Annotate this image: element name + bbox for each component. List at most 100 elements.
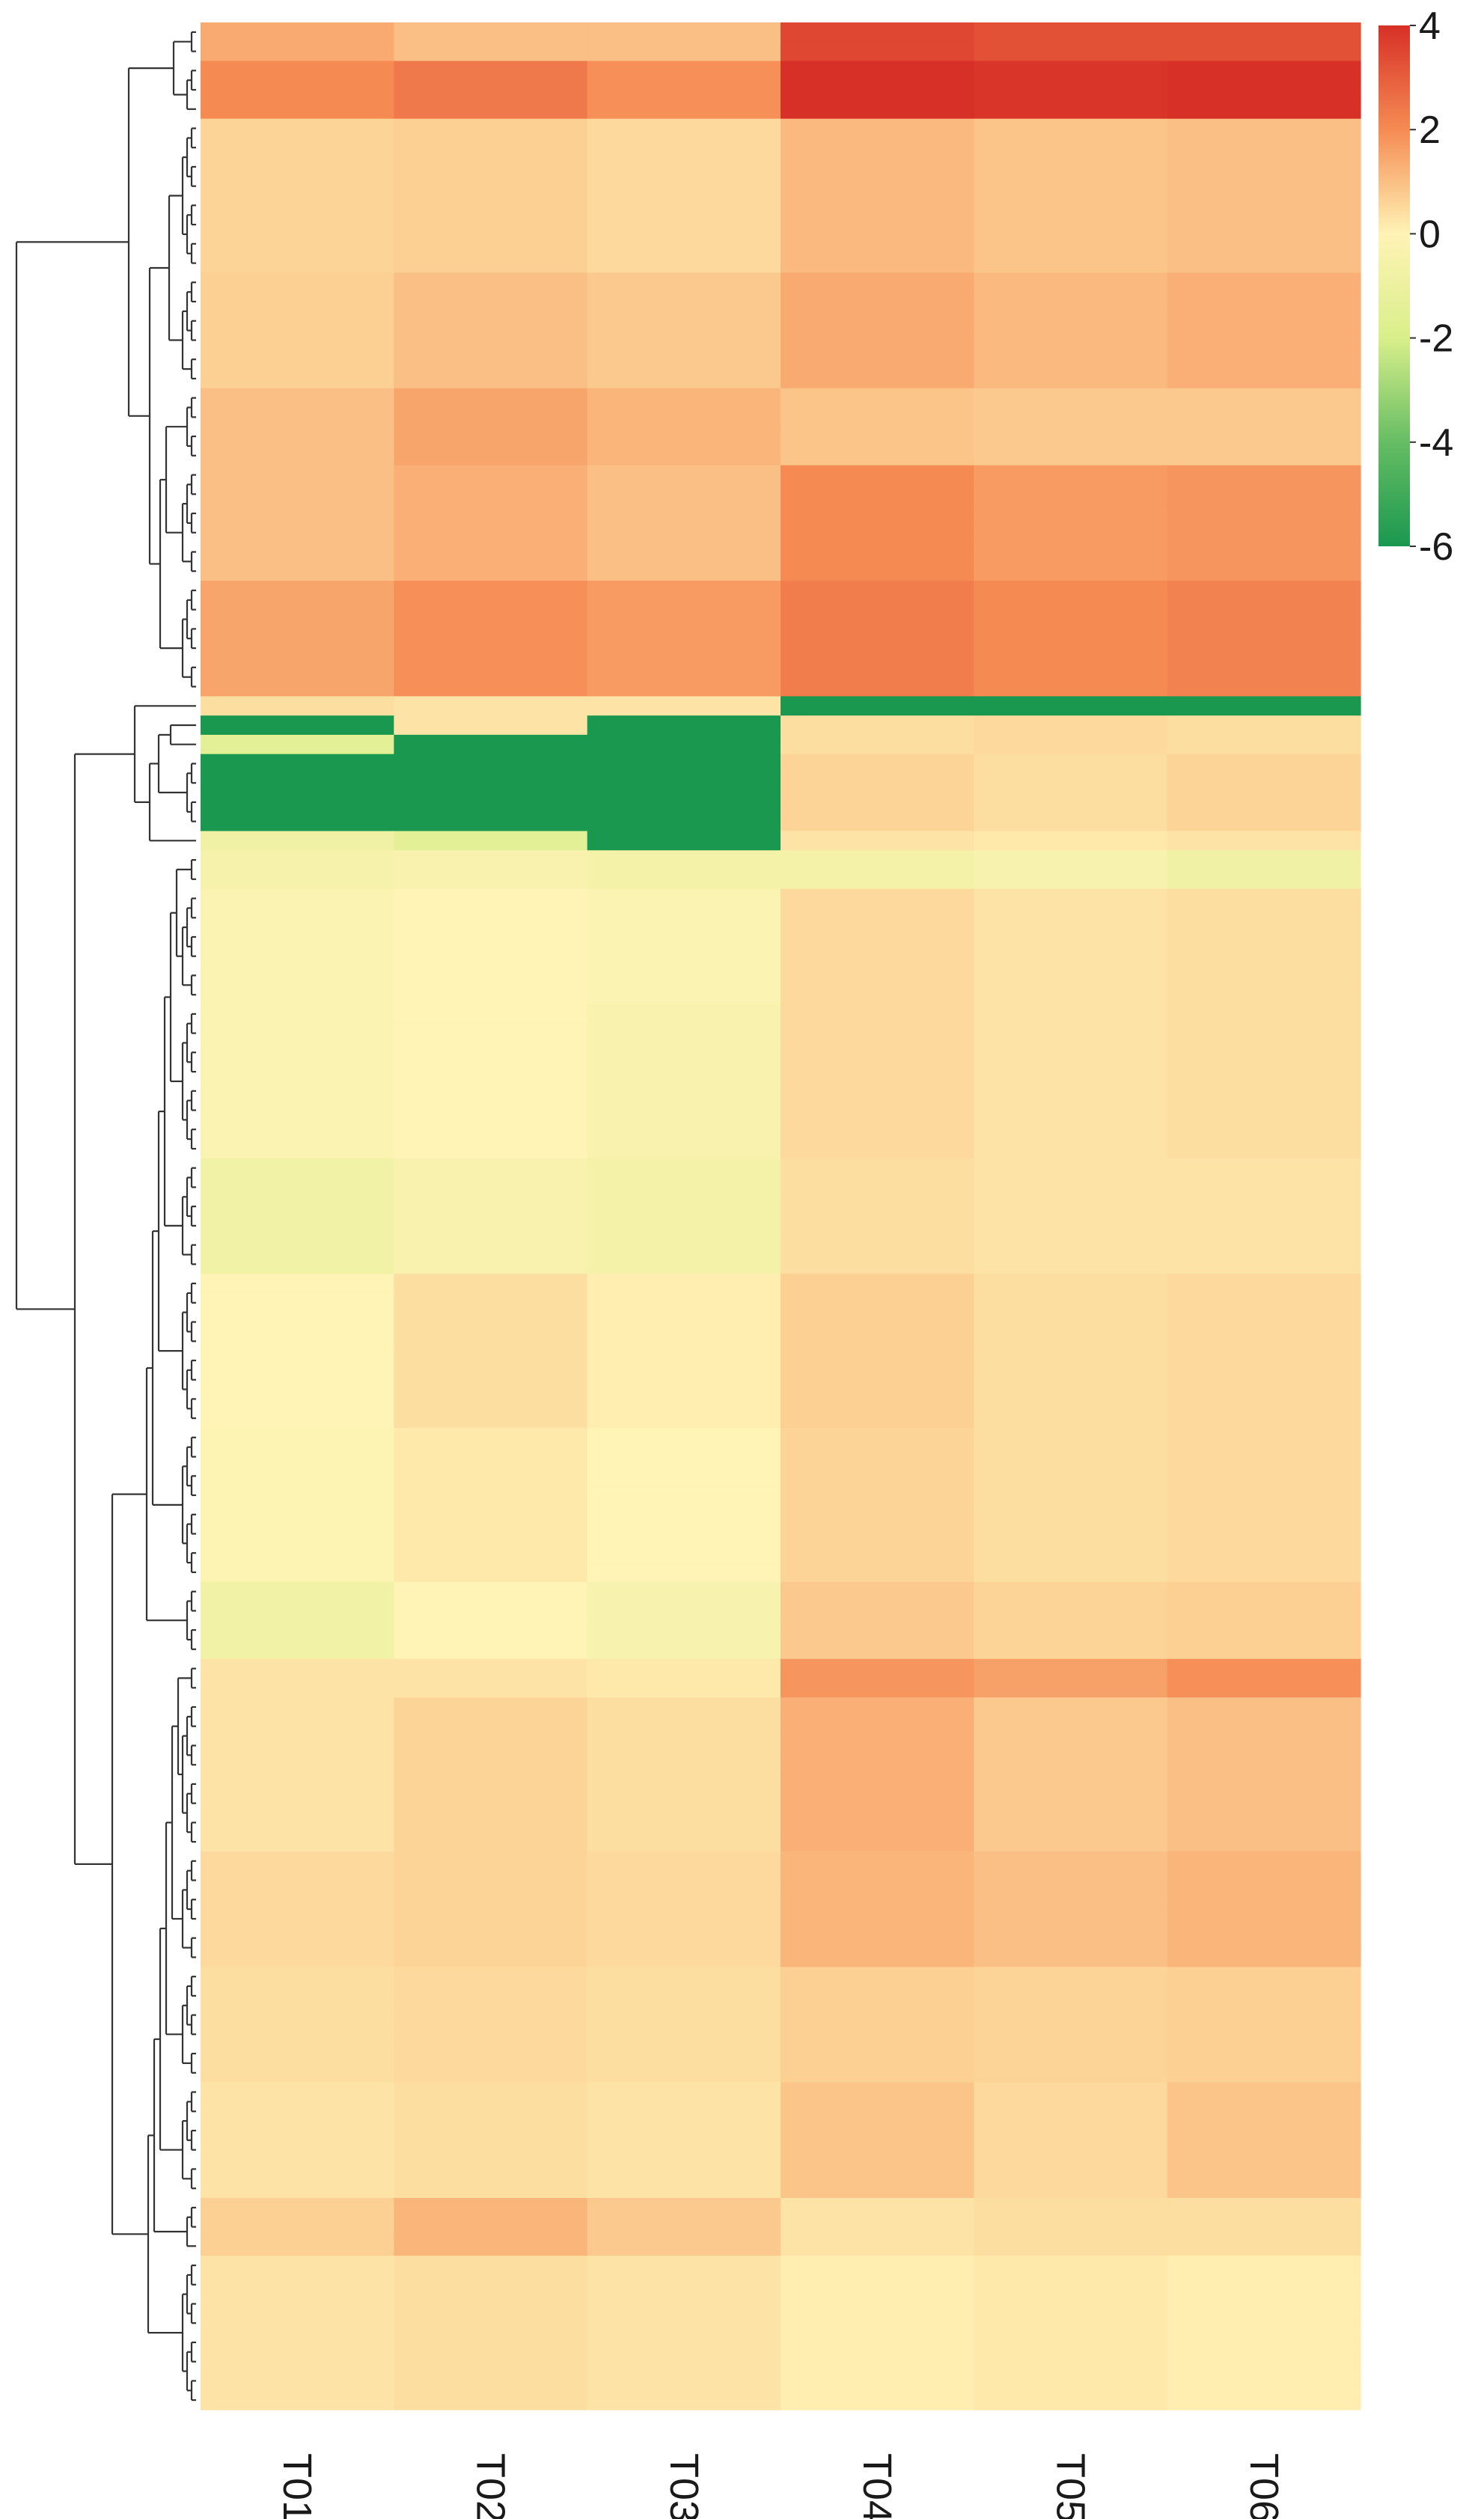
heatmap-cell	[974, 542, 1168, 562]
heatmap-cell	[394, 754, 588, 774]
heatmap-cell	[394, 1928, 588, 1949]
heatmap-cell	[587, 1023, 781, 1044]
heatmap-cell	[781, 407, 974, 427]
heatmap-cell	[587, 445, 781, 466]
heatmap-cell	[974, 1042, 1168, 1063]
heatmap-cell	[201, 1793, 394, 1814]
heatmap-cell	[781, 427, 974, 447]
heatmap-cell	[781, 2351, 974, 2372]
heatmap-cell	[201, 1312, 394, 1332]
heatmap-cell	[974, 2274, 1168, 2295]
heatmap-cell	[1167, 2140, 1361, 2161]
heatmap-cell	[1167, 292, 1361, 312]
heatmap-cell	[974, 1735, 1168, 1756]
heatmap-cell	[781, 1351, 974, 1371]
heatmap-cell	[1167, 811, 1361, 832]
heatmap-cell	[974, 427, 1168, 447]
heatmap-cell	[587, 215, 781, 235]
heatmap-cell	[1167, 773, 1361, 793]
heatmap-cell	[974, 1678, 1168, 1698]
heatmap-cell	[587, 888, 781, 909]
heatmap-cell	[587, 1524, 781, 1544]
heatmap-cell	[394, 581, 588, 601]
heatmap-cell	[587, 157, 781, 177]
heatmap-cell	[587, 1601, 781, 1621]
heatmap-cell	[1167, 330, 1361, 350]
heatmap-cell	[394, 157, 588, 177]
heatmap-cell	[201, 985, 394, 1005]
heatmap-cell	[781, 157, 974, 177]
heatmap-cell	[587, 80, 781, 100]
heatmap-cell	[201, 2371, 394, 2391]
heatmap-cell	[201, 1774, 394, 1795]
heatmap-cell	[587, 599, 781, 620]
heatmap-cell	[974, 1274, 1168, 1294]
heatmap-cell	[781, 1928, 974, 1949]
heatmap-cell	[394, 2024, 588, 2045]
heatmap-cell	[1167, 253, 1361, 274]
heatmap-cell	[201, 657, 394, 678]
heatmap-cell	[587, 465, 781, 486]
heatmap-cell	[587, 2044, 781, 2064]
heatmap-cell	[201, 1331, 394, 1352]
heatmap-cell	[1167, 504, 1361, 524]
heatmap-cell	[1167, 1370, 1361, 1390]
heatmap-cell	[587, 2062, 781, 2083]
heatmap-cell	[201, 542, 394, 562]
heatmap-cell	[394, 1100, 588, 1120]
heatmap-cell	[974, 1928, 1168, 1949]
heatmap-cell	[974, 1197, 1168, 1217]
heatmap-cell	[394, 1447, 588, 1468]
heatmap-cell	[394, 1581, 588, 1602]
heatmap-cell	[974, 811, 1168, 832]
heatmap-cell	[394, 215, 588, 235]
heatmap-cell	[974, 80, 1168, 100]
heatmap-cell	[974, 215, 1168, 235]
heatmap-cell	[1167, 1678, 1361, 1698]
heatmap-cell	[587, 138, 781, 158]
heatmap-cell	[1167, 1620, 1361, 1640]
heatmap-cell	[974, 2333, 1168, 2353]
heatmap-cell	[1167, 2351, 1361, 2372]
heatmap-cell	[201, 1351, 394, 1371]
heatmap-cell	[974, 908, 1168, 928]
heatmap-cell	[781, 542, 974, 562]
heatmap-cell	[394, 407, 588, 427]
heatmap-cell	[781, 292, 974, 312]
heatmap-cell	[201, 2024, 394, 2045]
heatmap-cell	[781, 369, 974, 389]
heatmap-cell	[394, 1890, 588, 1910]
heatmap-cell	[781, 888, 974, 909]
heatmap-cell	[201, 1292, 394, 1313]
heatmap-cell	[587, 233, 781, 254]
heatmap-cell	[781, 2198, 974, 2218]
heatmap-cell	[201, 773, 394, 793]
heatmap-cell	[587, 831, 781, 851]
heatmap-cell	[974, 349, 1168, 370]
heatmap-cell	[974, 734, 1168, 755]
heatmap-cell	[974, 484, 1168, 504]
heatmap-cell	[781, 773, 974, 793]
heatmap-cell	[394, 619, 588, 639]
heatmap-cell	[587, 427, 781, 447]
heatmap-cell	[781, 41, 974, 62]
heatmap-cell	[974, 581, 1168, 601]
heatmap-cell	[394, 233, 588, 254]
heatmap-cell	[201, 1870, 394, 1891]
heatmap-cell	[587, 1389, 781, 1409]
heatmap-cell	[201, 1504, 394, 1525]
heatmap-cell	[781, 619, 974, 639]
heatmap-cell	[781, 1042, 974, 1063]
heatmap-cell	[587, 1870, 781, 1891]
heatmap-cell	[394, 465, 588, 486]
heatmap-cell	[201, 1601, 394, 1621]
heatmap-cell	[201, 195, 394, 216]
heatmap-cell	[201, 1909, 394, 1929]
heatmap-cell	[587, 1678, 781, 1698]
heatmap-cell	[394, 2082, 588, 2102]
heatmap-cell	[587, 2390, 781, 2410]
heatmap-cell	[974, 2390, 1168, 2410]
heatmap-cell	[394, 1524, 588, 1544]
heatmap-cell	[781, 1639, 974, 1660]
heatmap-cell	[587, 1370, 781, 1390]
